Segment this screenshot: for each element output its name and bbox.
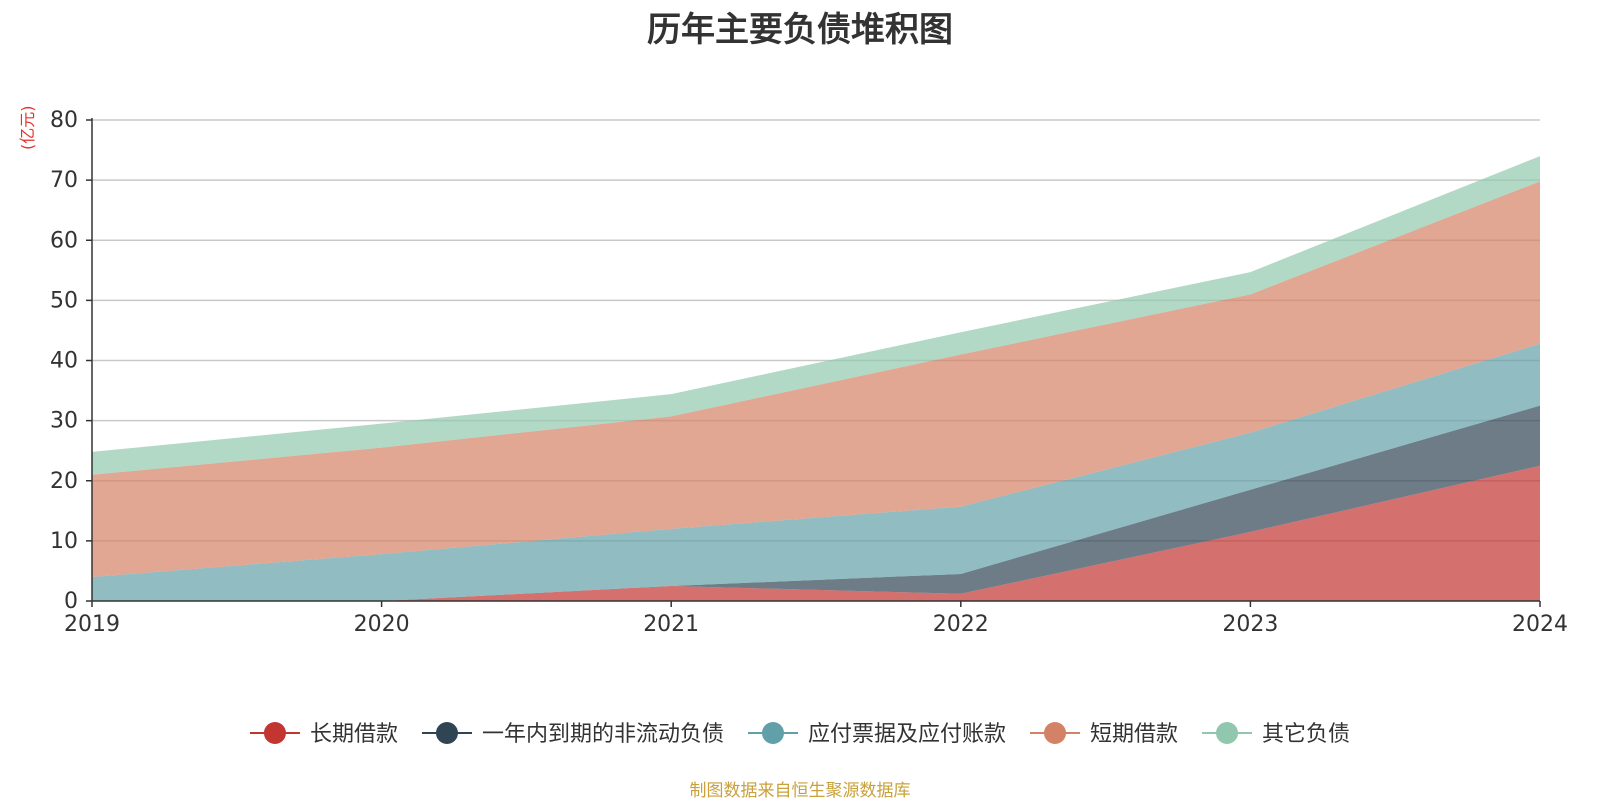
axes: 0 10 20 30 40 50 60 70 80 2019 2020 2021 2022 2023 202… (50, 108, 1568, 637)
y-tick-label: 30 (50, 409, 78, 434)
x-tick-label: 2021 (643, 612, 699, 637)
legend-label: 应付票据及应付账款 (808, 722, 1006, 747)
area-series-1 (92, 465, 1540, 601)
y-tick-label: 80 (50, 108, 78, 133)
x-tick-label: 2019 (64, 612, 120, 637)
area-series-layer (92, 156, 1540, 601)
legend-marker (761, 722, 784, 744)
legend-label: 短期借款 (1090, 722, 1178, 747)
y-tick-label: 0 (64, 589, 78, 614)
area-series-2 (92, 405, 1540, 601)
legend-item-2[interactable]: 一年内到期的非流动负债 (421, 722, 724, 747)
legend: 长期借款 一年内到期的非流动负债 应付票据及应付账款 短期借款 其它负债 (249, 722, 1350, 747)
legend-label: 一年内到期的非流动负债 (482, 722, 724, 747)
legend-marker (1216, 722, 1239, 744)
legend-item-5[interactable]: 其它负债 (1202, 722, 1350, 747)
legend-label: 长期借款 (310, 722, 398, 747)
x-tick-label: 2022 (933, 612, 989, 637)
area-series-4 (92, 181, 1540, 577)
y-tick-label: 50 (50, 288, 78, 313)
legend-marker (263, 722, 286, 744)
y-tick-label: 40 (50, 349, 78, 374)
y-tick-label: 60 (50, 228, 78, 253)
y-tick-label: 10 (50, 529, 78, 554)
y-tick-label: 20 (50, 469, 78, 494)
x-tick-label: 2020 (354, 612, 410, 637)
area-series-3 (92, 343, 1540, 601)
x-tick-label: 2024 (1512, 612, 1568, 637)
source-note: 制图数据来自恒生聚源数据库 (689, 781, 911, 801)
area-series-5 (92, 156, 1540, 475)
legend-label: 其它负债 (1262, 722, 1350, 747)
legend-item-1[interactable]: 长期借款 (249, 722, 398, 747)
legend-marker (435, 722, 458, 744)
chart-title: 历年主要负债堆积图 (647, 10, 953, 50)
y-tick-label: 70 (50, 168, 78, 193)
x-tick-label: 2023 (1222, 612, 1278, 637)
legend-item-3[interactable]: 应付票据及应付账款 (747, 722, 1006, 747)
legend-item-4[interactable]: 短期借款 (1030, 722, 1178, 747)
legend-marker (1044, 722, 1067, 744)
